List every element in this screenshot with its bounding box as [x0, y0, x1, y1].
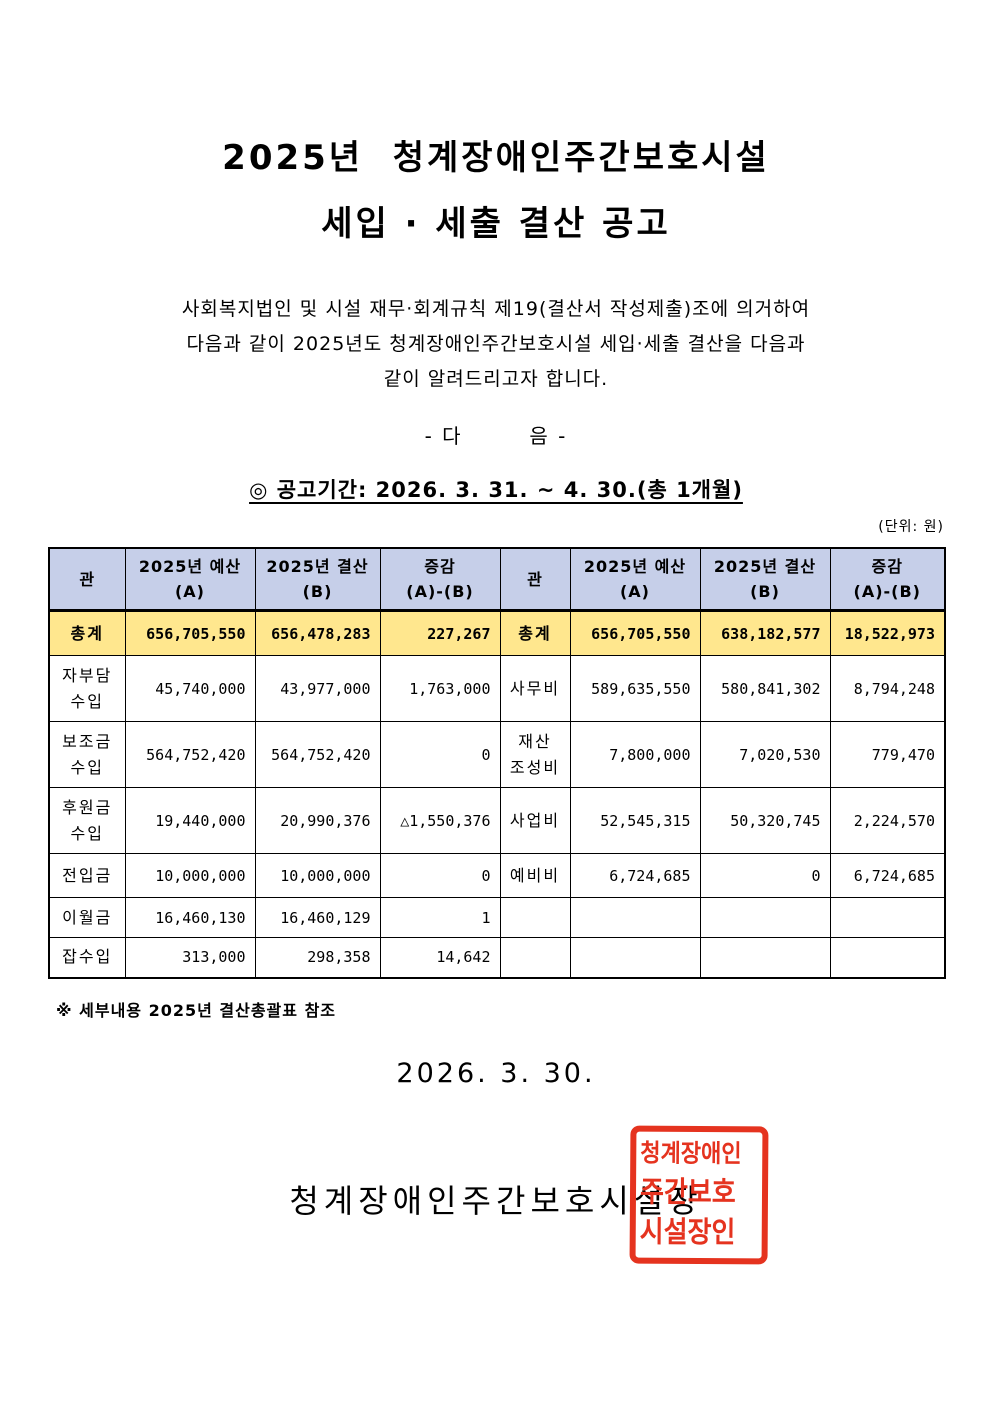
table-cell: 227,267: [379, 610, 501, 656]
table-cell: 52,545,315: [569, 787, 701, 854]
table-cell: 1,763,000: [379, 655, 501, 722]
table-cell: 589,635,550: [569, 655, 701, 722]
table-cell: 656,705,550: [124, 610, 256, 656]
table-cell: 43,977,000: [254, 655, 381, 722]
table-cell: 0: [379, 721, 501, 788]
table-header-cell: 2025년 결산 (B): [699, 547, 831, 612]
table-cell: 313,000: [124, 937, 256, 978]
row-label: 후원금 수입: [48, 787, 126, 854]
daum-separator: - 다 음 -: [424, 424, 568, 448]
table-header-cell: 관: [499, 547, 571, 612]
table-cell: [699, 897, 831, 938]
row-label: 총계: [48, 610, 126, 656]
body-paragraph: 사회복지법인 및 시설 재무·회계규칙 제19(결산서 작성제출)조에 의거하여…: [116, 292, 876, 397]
signature-title: 청계장애인주간보호시설장: [289, 1182, 703, 1220]
row-label: 사업비: [499, 787, 571, 854]
page-title-line1: 2025년 청계장애인주간보호시설: [222, 138, 770, 178]
footnote: ※ 세부내용 2025년 결산총괄표 참조: [56, 1001, 337, 1020]
unit-label: (단위: 원): [878, 519, 944, 535]
table-cell: 10,000,000: [254, 853, 381, 898]
body-line3: 같이 알려드리고자 합니다.: [383, 368, 609, 390]
table-cell: 656,705,550: [569, 610, 701, 656]
table-cell: 18,522,973: [829, 610, 946, 656]
seal-row: 주간보호: [639, 1175, 736, 1211]
table-row: 전입금 10,000,000 10,000,000 0 예비비 6,724,68…: [48, 853, 946, 898]
row-label: 보조금 수입: [48, 721, 126, 788]
row-label: 사무비: [499, 655, 571, 722]
table-cell: [699, 937, 831, 978]
table-cell: [829, 937, 946, 978]
table-cell: 16,460,130: [124, 897, 256, 938]
table-cell: 298,358: [254, 937, 381, 978]
table-header-cell: 관: [48, 547, 126, 612]
table-cell: 1: [379, 897, 501, 938]
page-title-line2: 세입 · 세출 결산 공고: [321, 204, 671, 244]
table-cell: 20,990,376: [254, 787, 381, 854]
table-cell: 656,478,283: [254, 610, 381, 656]
table-header-cell: 2025년 예산 (A): [124, 547, 256, 612]
table-cell: 564,752,420: [124, 721, 256, 788]
table-header-row: 관 2025년 예산 (A) 2025년 결산 (B) 증감 (A)-(B) 관 20…: [48, 547, 946, 612]
table-cell: 14,642: [379, 937, 501, 978]
row-label: 이월금: [48, 897, 126, 938]
table-cell: 638,182,577: [699, 610, 831, 656]
row-label: 예비비: [499, 853, 571, 898]
table-row: 자부담 수입 45,740,000 43,977,000 1,763,000 사…: [48, 655, 946, 722]
body-line2: 다음과 같이 2025년도 청계장애인주간보호시설 세입·세출 결산을 다음과: [186, 333, 806, 355]
table-cell: 580,841,302: [699, 655, 831, 722]
notice-period: ◎ 공고기간: 2026. 3. 31. ~ 4. 30.(총 1개월): [0, 474, 992, 504]
row-label: 자부담 수입: [48, 655, 126, 722]
official-seal: 청계장애인 주간보호 시설장인: [629, 1125, 769, 1265]
row-label: 잡수입: [48, 937, 126, 978]
table-cell: 6,724,685: [829, 853, 946, 898]
notice-period-text: ◎ 공고기간: 2026. 3. 31. ~ 4. 30.(총 1개월): [249, 478, 743, 502]
table-row: 잡수입 313,000 298,358 14,642: [48, 937, 946, 978]
table-cell: [829, 897, 946, 938]
body-line1: 사회복지법인 및 시설 재무·회계규칙 제19(결산서 작성제출)조에 의거하여: [181, 298, 811, 320]
document-date: 2026. 3. 30.: [396, 1058, 596, 1089]
table-cell: 2,224,570: [829, 787, 946, 854]
table-cell: 0: [379, 853, 501, 898]
table-cell: △1,550,376: [379, 787, 501, 854]
table-row: 후원금 수입 19,440,000 20,990,376 △1,550,376 …: [48, 787, 946, 854]
table-cell: 7,020,530: [699, 721, 831, 788]
row-label: 전입금: [48, 853, 126, 898]
table-row: 보조금 수입 564,752,420 564,752,420 0 재산 조성비 …: [48, 721, 946, 788]
table-cell: [569, 897, 701, 938]
table-header-cell: 증감 (A)-(B): [829, 547, 946, 612]
table-cell: 16,460,129: [254, 897, 381, 938]
table-row-total: 총계 656,705,550 656,478,283 227,267 총계 65…: [48, 610, 946, 656]
table-cell: 8,794,248: [829, 655, 946, 722]
seal-row: 청계장애인: [640, 1140, 742, 1169]
seal-row: 시설장인: [639, 1215, 736, 1251]
row-label: [499, 937, 571, 978]
table-header-cell: 2025년 예산 (A): [569, 547, 701, 612]
row-label: 총계: [499, 610, 571, 656]
table-cell: 45,740,000: [124, 655, 256, 722]
table-cell: 50,320,745: [699, 787, 831, 854]
table-row: 이월금 16,460,130 16,460,129 1: [48, 897, 946, 938]
table-cell: 10,000,000: [124, 853, 256, 898]
settlement-table: 관 2025년 예산 (A) 2025년 결산 (B) 증감 (A)-(B) 관 20…: [48, 547, 946, 979]
table-cell: 779,470: [829, 721, 946, 788]
table-header-cell: 2025년 결산 (B): [254, 547, 381, 612]
table-cell: 7,800,000: [569, 721, 701, 788]
table-cell: 0: [699, 853, 831, 898]
table-cell: 19,440,000: [124, 787, 256, 854]
table-cell: 564,752,420: [254, 721, 381, 788]
table-cell: 6,724,685: [569, 853, 701, 898]
table-cell: [569, 937, 701, 978]
row-label: 재산 조성비: [499, 721, 571, 788]
table-header-cell: 증감 (A)-(B): [379, 547, 501, 612]
row-label: [499, 897, 571, 938]
